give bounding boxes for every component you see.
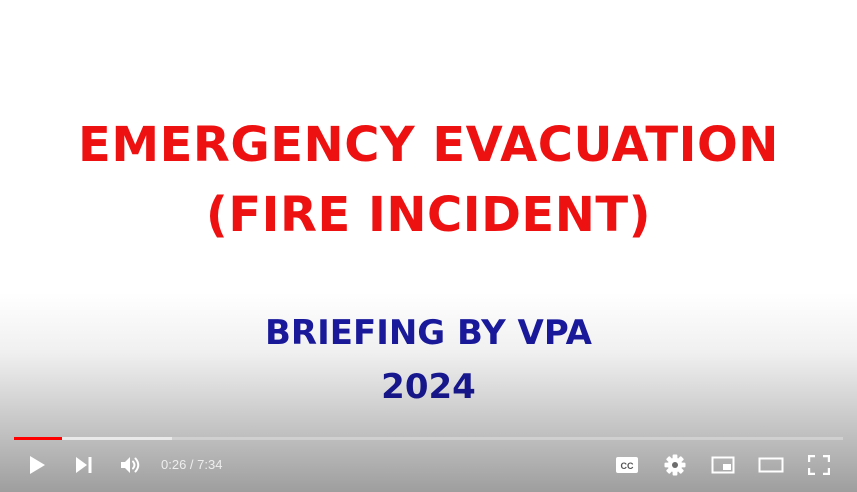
play-icon	[28, 455, 46, 475]
fullscreen-button[interactable]	[804, 450, 834, 480]
time-display: 0:26 / 7:34	[161, 457, 222, 473]
current-time: 0:26	[161, 457, 187, 472]
theater-mode-icon	[758, 457, 784, 473]
volume-icon	[120, 455, 142, 475]
svg-text:CC: CC	[621, 461, 634, 471]
progress-played	[14, 437, 63, 440]
miniplayer-button[interactable]	[708, 450, 738, 480]
settings-icon	[664, 454, 686, 476]
next-icon	[75, 456, 93, 474]
slide-subtitle-line-1: BRIEFING BY VPA	[265, 313, 592, 353]
closed-captions-icon: CC	[615, 456, 639, 474]
progress-buffered	[14, 437, 172, 440]
slide-title-line-2: (FIRE INCIDENT)	[205, 187, 652, 243]
captions-button[interactable]: CC	[612, 450, 642, 480]
fullscreen-icon	[808, 455, 830, 475]
miniplayer-icon	[711, 456, 735, 474]
progress-bar[interactable]	[14, 437, 843, 441]
slide-title-line-1: EMERGENCY EVACUATION	[78, 117, 779, 173]
theater-mode-button[interactable]	[755, 450, 787, 480]
duration: 7:34	[197, 457, 223, 472]
progress-track	[14, 437, 843, 440]
time-separator: /	[186, 457, 198, 472]
next-button[interactable]	[69, 450, 99, 480]
slide-subtitle-line-2: 2024	[381, 367, 476, 407]
play-button[interactable]	[22, 450, 52, 480]
volume-button[interactable]	[116, 450, 146, 480]
settings-button[interactable]	[660, 450, 690, 480]
